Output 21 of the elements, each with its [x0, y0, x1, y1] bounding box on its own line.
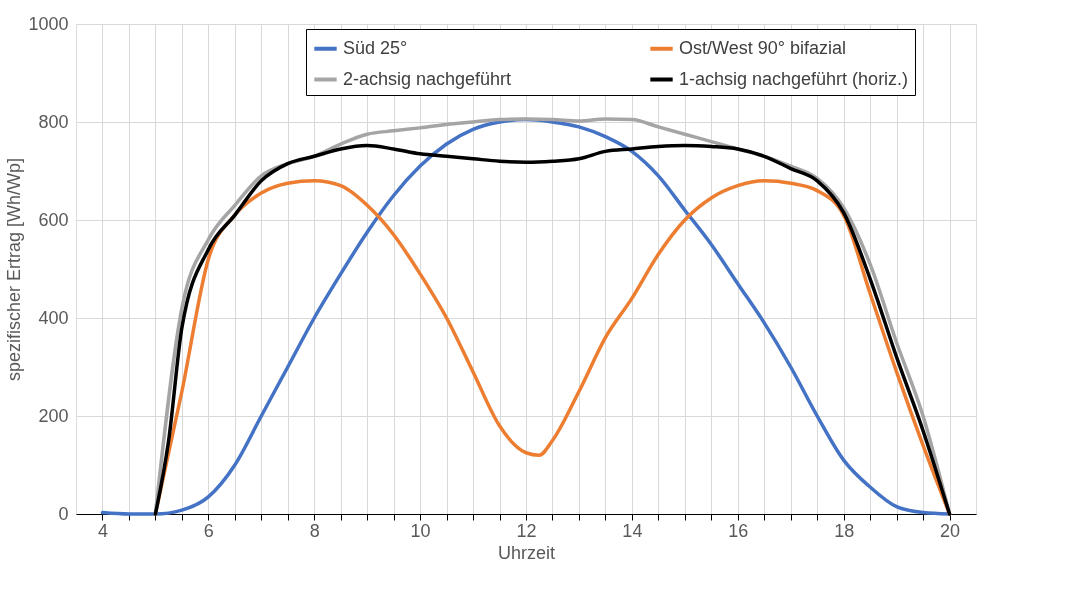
- x-tick-label: 10: [410, 520, 431, 541]
- x-tick-label: 20: [940, 520, 961, 541]
- x-tick-label: 14: [622, 520, 643, 541]
- y-tick-label: 400: [38, 307, 69, 328]
- x-tick-label: 16: [728, 520, 749, 541]
- y-tick-label: 1000: [28, 13, 69, 34]
- x-tick-label: 4: [97, 520, 108, 541]
- y-axis-title: spezifischer Ertrag [Wh/Wp]: [4, 157, 25, 382]
- x-axis-title: Uhrzeit: [497, 542, 556, 563]
- x-tick-label: 6: [203, 520, 214, 541]
- y-tick-label: 200: [38, 405, 69, 426]
- x-tick-label: 8: [309, 520, 320, 541]
- x-tick-label: 12: [516, 520, 537, 541]
- y-tick-label: 800: [38, 111, 69, 132]
- legend-label: 2-achsig nachgeführt: [343, 68, 512, 89]
- y-tick-label: 0: [58, 503, 69, 524]
- y-tick-label: 600: [38, 209, 69, 230]
- legend-label: Süd 25°: [343, 37, 408, 58]
- legend-label: 1-achsig nachgeführt (horiz.): [679, 68, 909, 89]
- x-tick-label: 18: [834, 520, 855, 541]
- legend-label: Ost/West 90° bifazial: [679, 37, 846, 58]
